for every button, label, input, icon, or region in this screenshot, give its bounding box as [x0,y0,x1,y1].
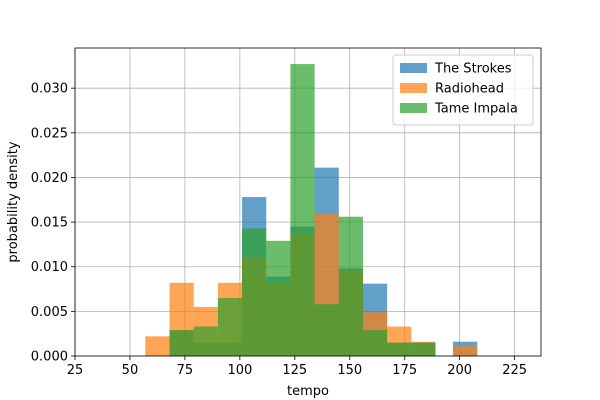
histogram-bar [169,330,194,356]
histogram-bar [193,326,218,356]
x-tick-label: 75 [177,363,194,378]
legend-label: Radiohead [435,82,504,97]
histogram-bar [453,346,478,356]
histogram-bar [362,330,388,356]
x-tick-label: 50 [122,363,139,378]
y-axis-ticks: 0.000 0.005 0.010 0.015 0.020 0.025 0.030 [31,82,75,365]
x-tick-label: 175 [392,363,417,378]
x-tick-label: 200 [447,363,472,378]
x-axis-label: tempo [287,384,329,399]
y-tick-label: 0.025 [31,126,68,141]
histogram-bar [242,228,267,356]
legend-swatch [400,103,427,113]
series-tame-impala [169,64,436,356]
histogram-bar [411,342,436,356]
y-tick-label: 0.030 [31,82,68,97]
legend-label: Tame Impala [434,102,518,117]
histogram-bar [387,342,412,356]
y-tick-label: 0.020 [31,171,68,186]
y-tick-label: 0.015 [31,216,68,231]
legend-swatch [400,63,427,73]
y-tick-label: 0.010 [31,260,68,275]
histogram-bar [290,64,315,356]
y-tick-label: 0.000 [31,350,68,365]
histogram-bar [338,216,363,356]
histogram-bar [217,297,243,356]
legend-box [392,54,534,126]
plot-area-frame [74,47,542,357]
x-tick-label: 125 [282,363,307,378]
y-tick-label: 0.005 [31,305,68,320]
legend: The Strokes Radiohead Tame Impala [392,54,534,126]
x-tick-label: 150 [337,363,362,378]
histogram-bar [266,240,291,356]
x-tick-label: 25 [67,363,84,378]
x-axis-ticks: 25 50 75 100 125 150 175 200 225 [67,356,527,378]
legend-label: The Strokes [434,62,512,77]
histogram-bars [145,64,478,356]
histogram-bar [314,304,339,356]
y-axis-label: probability density [6,141,21,262]
x-tick-label: 100 [227,363,252,378]
legend-swatch [400,83,427,93]
x-tick-label: 225 [502,363,527,378]
histogram-bar [145,336,170,356]
